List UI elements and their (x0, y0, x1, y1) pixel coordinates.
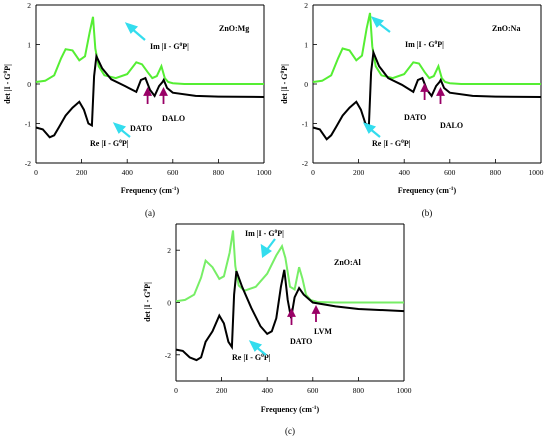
x-tick-label: 600 (307, 386, 319, 395)
x-tick-label: 800 (490, 168, 502, 177)
im-annotation: Im |I - G0P| (150, 42, 189, 51)
purple-arrow (420, 82, 430, 100)
y-tick-label: 2 (27, 1, 31, 10)
purple-arrow (287, 307, 296, 325)
y-tick-label: -1 (302, 120, 308, 129)
dalo-annotation: DALO (162, 114, 185, 123)
panel-b: 0 200 400 600 800 1000 2 1 0 -1 -2 ZnO:N… (280, 1, 544, 218)
y-axis-label: det |I - G0P| (280, 64, 289, 104)
purple-arrow (159, 86, 168, 104)
im-series-line (35, 16, 264, 85)
dalo-annotation: DALO (440, 121, 463, 130)
x-tick-label: 0 (174, 386, 178, 395)
cyan-arrow (370, 16, 391, 33)
y-tick-label: 0 (27, 80, 31, 89)
y-tick-label: -2 (165, 351, 171, 360)
chart-title: ZnO:Na (492, 24, 520, 33)
x-axis-label: Frequency (cm-1) (261, 405, 320, 414)
im-series-line (312, 12, 541, 85)
x-tick-label: 1000 (257, 168, 272, 177)
y-tick-label: -2 (302, 159, 308, 168)
y-tick-label: 2 (167, 246, 171, 255)
dato-annotation: DATO (130, 124, 152, 133)
re-annotation: Re |I - G0P| (90, 139, 129, 148)
x-axis-label: Frequency (cm-1) (398, 186, 457, 195)
purple-arrow (436, 86, 445, 104)
y-tick-label: 0 (167, 299, 171, 308)
y-tick-label: 2 (304, 1, 308, 10)
chart-title: ZnO:Al (334, 258, 361, 267)
panel-label: (b) (422, 208, 433, 218)
cyan-arrow (362, 122, 381, 138)
x-tick-label: 800 (213, 168, 225, 177)
re-series-line (35, 52, 265, 139)
y-axis-label: det |I - G0P| (3, 64, 12, 104)
re-series-line (175, 269, 405, 362)
im-series-line (175, 230, 404, 304)
x-tick-label: 1000 (529, 168, 544, 177)
lvm-annotation: LVM (314, 327, 332, 336)
re-annotation: Re |I - G0P| (232, 353, 271, 362)
x-tick-label: 400 (399, 168, 411, 177)
ticks (35, 4, 265, 164)
purple-arrow (143, 86, 153, 104)
ticks (175, 249, 405, 381)
re-annotation: Re |I - G0P| (372, 139, 411, 148)
x-tick-label: 400 (122, 168, 134, 177)
y-tick-label: -1 (25, 120, 31, 129)
dato-annotation: DATO (290, 337, 312, 346)
x-tick-label: 800 (353, 386, 365, 395)
x-tick-label: 0 (311, 168, 315, 177)
y-tick-label: 1 (27, 41, 31, 50)
cyan-arrow (112, 122, 131, 138)
x-tick-label: 600 (167, 168, 179, 177)
cyan-arrow (124, 22, 146, 41)
x-axis-label: Frequency (cm-1) (121, 186, 180, 195)
x-tick-label: 200 (76, 168, 88, 177)
panel-a: 0 200 400 600 800 1000 2 1 0 -1 -2 ZnO:M… (3, 1, 272, 218)
im-annotation: Im |I - G0P| (245, 229, 284, 238)
cyan-arrow (248, 340, 267, 356)
panel-c: 0 200 400 600 800 1000 2 0 -2 ZnO:Al Im … (143, 223, 412, 436)
x-tick-label: 400 (262, 386, 274, 395)
im-annotation: Im |I - G0P| (405, 40, 444, 49)
y-tick-label: 1 (304, 41, 308, 50)
y-axis-label: det |I - G0P| (143, 282, 152, 322)
x-tick-label: 200 (216, 386, 228, 395)
y-tick-label: 0 (304, 80, 308, 89)
y-tick-label: -2 (25, 159, 31, 168)
panel-label: (a) (145, 208, 155, 218)
cyan-arrow (260, 238, 276, 258)
ticks (312, 4, 542, 164)
re-series-line (312, 48, 542, 141)
chart-title: ZnO:Mg (219, 24, 249, 33)
panel-label: (c) (285, 426, 295, 436)
x-tick-label: 0 (34, 168, 38, 177)
dato-annotation: DATO (404, 113, 426, 122)
x-tick-label: 1000 (397, 386, 412, 395)
purple-arrow (311, 304, 321, 322)
x-tick-label: 600 (444, 168, 456, 177)
x-tick-label: 200 (353, 168, 365, 177)
